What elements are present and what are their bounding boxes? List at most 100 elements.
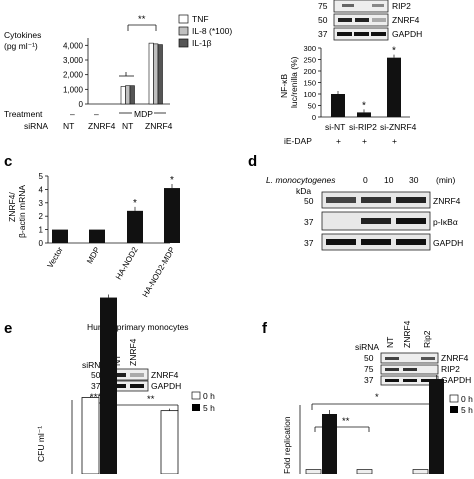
sirna-label-a: siRNA bbox=[24, 121, 48, 131]
band bbox=[354, 32, 369, 36]
band bbox=[130, 373, 144, 377]
band bbox=[112, 373, 126, 377]
bar bbox=[160, 410, 179, 475]
band bbox=[326, 197, 356, 203]
blot-label-znrf4: ZNRF4 bbox=[441, 353, 469, 363]
treatment-value-mdp: MDP bbox=[134, 109, 153, 119]
legend-swatch-5h bbox=[192, 404, 200, 411]
lane-label-znrf4: ZNRF4 bbox=[402, 320, 412, 348]
panel-f: f siRNA NT ZNRF4 Rip2 50 75 37 ZNRF4 RIP… bbox=[262, 320, 473, 475]
bar bbox=[429, 379, 444, 474]
panel-a-yticks: 0 1,000 2,000 3,000 4,000 bbox=[63, 41, 88, 109]
band bbox=[337, 32, 352, 36]
lane-label-znrf4: ZNRF4 bbox=[128, 338, 138, 366]
mw-marker: 37 bbox=[318, 29, 328, 39]
band bbox=[403, 379, 417, 382]
panel-e-significance-2: ** bbox=[147, 394, 155, 405]
band bbox=[342, 4, 354, 7]
bar bbox=[412, 469, 429, 475]
blot-label-pikba: p-IκBα bbox=[433, 217, 458, 227]
band bbox=[338, 18, 352, 22]
panel-a-significance: ** bbox=[138, 14, 146, 25]
sirna-value-nt-2: NT bbox=[122, 121, 133, 131]
ie-dap-value-1: + bbox=[336, 136, 341, 146]
panel-letter-f: f bbox=[262, 320, 268, 337]
time-unit: (min) bbox=[436, 175, 456, 185]
sirna-label-e: siRNA bbox=[82, 360, 106, 370]
panel-b-blot: 75 50 37 RIP2 ZNRF4 GAPDH bbox=[318, 0, 422, 41]
sirna-value-znrf4-2: ZNRF4 bbox=[145, 121, 173, 131]
lane-label-rip2: Rip2 bbox=[422, 330, 432, 348]
panel-f-ylabel: Fold replication bbox=[282, 416, 292, 474]
band bbox=[326, 239, 356, 245]
category-label-si-rip2: si-RIP2 bbox=[349, 122, 377, 132]
blot-f-znrf4 bbox=[380, 352, 439, 364]
ytick-label: 5 bbox=[39, 172, 44, 181]
category-label: HA-NOD2 bbox=[114, 245, 140, 281]
treatment-label: Treatment bbox=[4, 109, 43, 119]
timepoint-0: 0 bbox=[363, 175, 368, 185]
ytick-label: 0 bbox=[312, 113, 316, 122]
panel-c-ylabel-line2: β-actin mRNA bbox=[17, 185, 27, 238]
bar bbox=[387, 57, 401, 117]
band bbox=[361, 239, 391, 245]
panel-b-ylabel-line2: luc/renilla (%) bbox=[289, 56, 299, 108]
ytick-label: 150 bbox=[303, 79, 316, 88]
band bbox=[385, 379, 399, 382]
panel-a-ylabel-line2: (pg ml⁻¹) bbox=[4, 41, 38, 51]
blot-label-gapdh: GAPDH bbox=[392, 29, 422, 39]
panel-letter-d: d bbox=[248, 153, 257, 170]
panel-f-legend: 0 h 5 h bbox=[449, 394, 473, 415]
panel-f-bars bbox=[305, 375, 444, 475]
blot-label-gapdh: GAPDH bbox=[151, 381, 181, 391]
ytick-label: 2,000 bbox=[63, 71, 84, 80]
panel-b-bars: ** bbox=[331, 46, 401, 117]
significance-star: * bbox=[392, 46, 396, 57]
ytick-label: 3,000 bbox=[63, 56, 84, 65]
bar bbox=[100, 297, 117, 474]
band bbox=[396, 239, 426, 245]
blot-label-rip2: RIP2 bbox=[441, 364, 460, 374]
panel-a-legend: TNF IL-8 (*100) IL-1β bbox=[178, 14, 232, 48]
ytick-label: 1 bbox=[39, 226, 44, 235]
mw-marker: 75 bbox=[364, 364, 374, 374]
band bbox=[112, 384, 126, 388]
treatment-value-1: – bbox=[70, 109, 75, 119]
band bbox=[385, 357, 399, 360]
panel-c-ylabel-line1: ZNRF4/ bbox=[7, 192, 17, 222]
blot-label-znrf4: ZNRF4 bbox=[151, 370, 179, 380]
legend-label-0h: 0 h bbox=[203, 391, 215, 401]
mw-marker: 50 bbox=[364, 353, 374, 363]
legend-label-5h: 5 h bbox=[203, 403, 215, 413]
band bbox=[372, 18, 386, 22]
legend-swatch-0h bbox=[449, 394, 459, 403]
band bbox=[371, 32, 386, 36]
bar bbox=[81, 397, 100, 475]
significance-star: * bbox=[133, 198, 137, 209]
band bbox=[355, 18, 369, 22]
ytick-label: 250 bbox=[303, 56, 316, 65]
panel-b: 75 50 37 RIP2 ZNRF4 GAPDH NF-κB luc/reni… bbox=[279, 0, 422, 146]
category-label-si-znrf4: si-ZNRF4 bbox=[380, 122, 417, 132]
blot-label-znrf4: ZNRF4 bbox=[392, 15, 420, 25]
panel-a: Cytokines (pg ml⁻¹) 0 1,000 2,000 3,000 4,00… bbox=[4, 14, 232, 131]
significance-star: * bbox=[170, 175, 174, 186]
bar bbox=[52, 229, 68, 243]
ie-dap-value-2: + bbox=[362, 136, 367, 146]
panel-e: e Human primary monocytes siRNA NT ZNRF4… bbox=[4, 294, 215, 475]
band bbox=[130, 384, 144, 388]
band bbox=[385, 368, 399, 371]
bar bbox=[357, 112, 371, 117]
legend-swatch-5h bbox=[450, 406, 458, 413]
kda-label: kDa bbox=[296, 186, 311, 196]
ytick-label: 50 bbox=[308, 102, 316, 111]
panel-b-yticks: 0 50 100 150 200 250 300 bbox=[303, 44, 321, 122]
mw-marker: 50 bbox=[318, 15, 328, 25]
panel-letter-e: e bbox=[4, 320, 12, 337]
panel-e-ylabel: CFU ml⁻¹ bbox=[36, 426, 46, 462]
ytick-label: 2 bbox=[39, 212, 44, 221]
bar bbox=[305, 469, 322, 475]
blot-label-znrf4: ZNRF4 bbox=[433, 196, 461, 206]
